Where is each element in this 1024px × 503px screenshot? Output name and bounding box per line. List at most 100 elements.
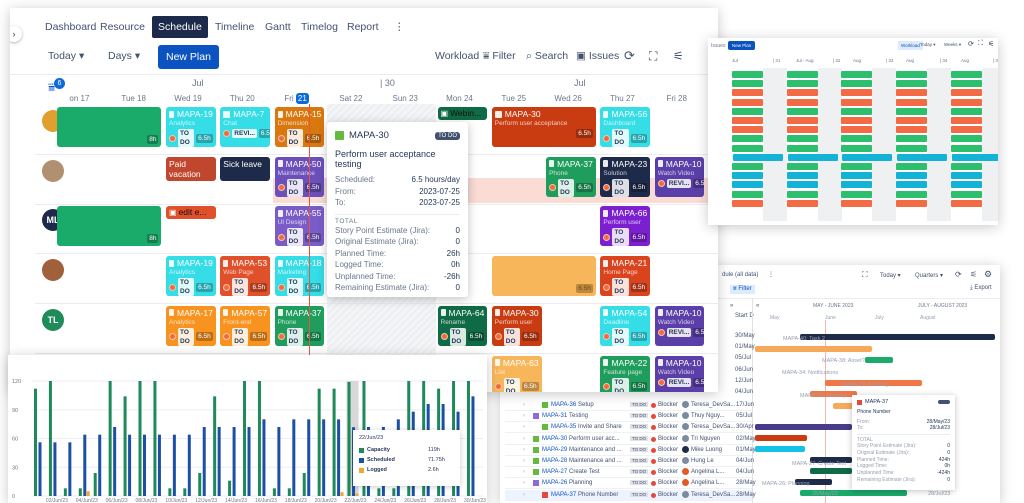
- issue-card[interactable]: MAPA-56 Dashboard TO DO 6.5h: [600, 107, 651, 147]
- expand-chevron-icon[interactable]: ›: [523, 446, 525, 453]
- time-block[interactable]: 6.5h: [491, 256, 596, 297]
- workload-block[interactable]: [950, 181, 982, 189]
- filter-people-icon[interactable]: ⩸: [48, 80, 56, 94]
- today-dropdown[interactable]: Today ▾: [880, 273, 901, 279]
- workload-block[interactable]: [897, 153, 948, 161]
- new-plan-button[interactable]: New Plan: [158, 45, 219, 69]
- refresh-icon[interactable]: ⟳: [624, 48, 635, 63]
- expand-chevron-icon[interactable]: ›: [523, 469, 525, 476]
- gantt-bar[interactable]: [810, 391, 857, 397]
- issues-label[interactable]: Issues: [711, 43, 726, 49]
- issue-key[interactable]: MAPA-28: [542, 458, 568, 464]
- issue-card[interactable]: MAPA-50 Maintenance TO DO 6.5h: [274, 156, 325, 197]
- gantt-bar[interactable]: [755, 424, 852, 430]
- workload-block[interactable]: [896, 144, 928, 152]
- workload-block[interactable]: [732, 135, 763, 143]
- refresh-icon[interactable]: ⟳: [968, 41, 974, 48]
- issue-key[interactable]: MAPA-36: [551, 402, 577, 408]
- workload-block[interactable]: [950, 172, 982, 180]
- workload-block[interactable]: [841, 181, 873, 189]
- refresh-icon[interactable]: ⟳: [955, 270, 962, 279]
- workload-block[interactable]: [732, 163, 763, 170]
- issue-card[interactable]: MAPA-30 Perform user acceptance 6.5h: [491, 107, 596, 147]
- time-block[interactable]: 8h: [57, 206, 162, 247]
- issue-card[interactable]: MAPA-23 Solution TO DO 6.5h: [600, 156, 651, 197]
- table-row[interactable]: › MAPA-29 Maintenance and ... TO DO Blocker M…: [505, 445, 756, 456]
- split-divider[interactable]: [752, 298, 753, 503]
- avatar[interactable]: TL: [42, 308, 64, 331]
- workload-block[interactable]: [732, 98, 763, 106]
- workload-block[interactable]: [786, 199, 818, 207]
- workload-block[interactable]: [950, 126, 982, 134]
- workload-block[interactable]: [732, 144, 763, 152]
- fullscreen-icon[interactable]: ⛶: [978, 40, 983, 47]
- issues-button[interactable]: ▣ Issues: [576, 48, 619, 64]
- issue-card[interactable]: MAPA-55 UI Design TO DO 6.5h: [274, 206, 325, 247]
- fullscreen-icon[interactable]: ⛶: [649, 49, 658, 63]
- today-dropdown[interactable]: Today ▾: [48, 50, 85, 62]
- issue-key[interactable]: MAPA-27: [542, 469, 568, 476]
- issue-key[interactable]: MAPA-30: [542, 435, 568, 442]
- issue-key[interactable]: MAPA-26: [542, 480, 568, 487]
- issue-key[interactable]: MAPA-37: [551, 491, 577, 498]
- workload-block[interactable]: [896, 126, 928, 134]
- workload-block[interactable]: [786, 98, 818, 106]
- workload-block[interactable]: [950, 80, 982, 88]
- workload-block[interactable]: [896, 117, 928, 124]
- issue-card[interactable]: MAPA-21 Home Page TO DO 6.5h: [600, 256, 651, 297]
- workload-button[interactable]: Workload: [435, 50, 480, 62]
- expand-chevron-icon[interactable]: ›: [523, 424, 525, 431]
- gantt-bar[interactable]: [810, 468, 852, 474]
- workload-block[interactable]: [896, 172, 928, 180]
- workload-block[interactable]: [786, 135, 818, 143]
- filter-button[interactable]: ⩸ Filter: [483, 48, 516, 64]
- weeks-dropdown[interactable]: Weeks ▾: [944, 42, 962, 47]
- gantt-bar[interactable]: [833, 403, 855, 409]
- more-icon[interactable]: ⋮: [768, 272, 774, 278]
- workload-block[interactable]: [841, 190, 873, 198]
- sidebar-toggle[interactable]: ›: [10, 26, 22, 42]
- event-card[interactable]: ▣ edit e...: [166, 206, 216, 220]
- issue-card[interactable]: MAPA-37 Phone TO DO 6.5h: [546, 156, 596, 197]
- issue-key[interactable]: MAPA-31: [542, 413, 568, 420]
- gantt-bar[interactable]: [810, 457, 852, 463]
- expand-chevron-icon[interactable]: ›: [523, 413, 525, 420]
- issue-card[interactable]: MAPA-66 Perform user TO DO 6.5h: [600, 206, 651, 247]
- issue-card[interactable]: MAPA-53 Web Page TO DO 6.5h: [220, 256, 271, 297]
- workload-block[interactable]: [950, 135, 982, 143]
- issue-card[interactable]: MAPA-18 Marketing TO DO 6.5h: [274, 256, 325, 297]
- tab-report[interactable]: Report: [347, 21, 379, 33]
- issue-card[interactable]: MAPA-22 Feature page TO DO 6.5h: [600, 355, 651, 392]
- settings-sliders-icon[interactable]: ⚟: [673, 49, 684, 63]
- issue-card[interactable]: MAPA-15 Dimension TO DO 6.5h: [274, 107, 325, 147]
- workload-block[interactable]: [841, 71, 873, 78]
- settings-sliders-icon[interactable]: ⚟: [988, 41, 995, 48]
- workload-block[interactable]: [786, 117, 818, 124]
- workload-block[interactable]: [786, 89, 818, 97]
- issue-card[interactable]: MAPA-37 Phone TO DO 6.5h: [274, 305, 325, 346]
- workload-block[interactable]: [841, 135, 873, 143]
- workload-block[interactable]: [896, 199, 928, 207]
- issue-card[interactable]: MAPA-64 Rename TO DO 6.5h: [437, 305, 488, 346]
- more-tabs-icon[interactable]: ⋮: [394, 21, 405, 33]
- table-row[interactable]: › MAPA-36 Setup TO DO Blocker Teresa_DevSa...…: [505, 400, 754, 411]
- fullscreen-icon[interactable]: ⛶: [862, 270, 868, 279]
- workload-block[interactable]: [950, 190, 982, 198]
- workload-block[interactable]: [841, 98, 873, 106]
- issue-card[interactable]: MAPA-19 Analytics TO DO 6.5h: [166, 107, 216, 147]
- view-dropdown[interactable]: Days ▾: [108, 50, 141, 62]
- table-row[interactable]: › MAPA-26 Planning TO DO Blocker Angelina L..…: [505, 478, 756, 490]
- workload-block[interactable]: [896, 163, 928, 170]
- issue-card[interactable]: MAPA-54 Deadline TO DO 6.5h: [600, 305, 651, 346]
- table-row[interactable]: › MAPA-27 Create Test TO DO Blocker Angelina …: [505, 467, 754, 479]
- gantt-bar[interactable]: [755, 346, 872, 352]
- tab-schedule[interactable]: Schedule: [152, 16, 208, 38]
- workload-block[interactable]: [841, 199, 873, 207]
- today-dropdown[interactable]: Today ▾: [920, 42, 936, 47]
- new-plan-button[interactable]: New Plan: [728, 41, 756, 50]
- workload-block[interactable]: [950, 144, 982, 152]
- workload-block[interactable]: [841, 107, 873, 115]
- leave-card[interactable]: Paid vacation: [166, 156, 216, 181]
- tab-timeline[interactable]: Timeline: [215, 21, 255, 33]
